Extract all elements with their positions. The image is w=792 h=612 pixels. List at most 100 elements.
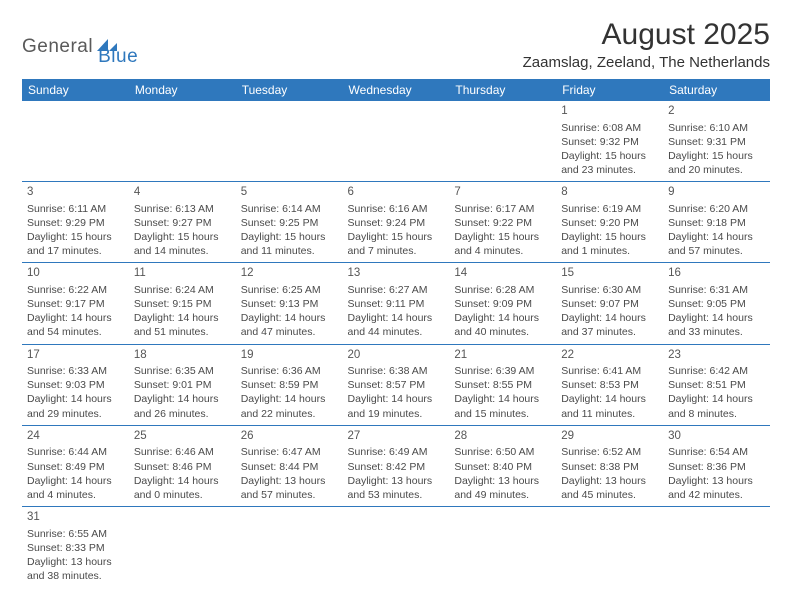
calendar-cell: 9Sunrise: 6:20 AMSunset: 9:18 PMDaylight… xyxy=(663,182,770,263)
sunset-line: Sunset: 9:24 PM xyxy=(348,216,445,230)
day-header: Tuesday xyxy=(236,79,343,101)
sunset-line: Sunset: 8:59 PM xyxy=(241,378,338,392)
day-number: 23 xyxy=(668,348,765,364)
sunset-line: Sunset: 9:25 PM xyxy=(241,216,338,230)
month-title: August 2025 xyxy=(523,18,770,52)
calendar-cell: 16Sunrise: 6:31 AMSunset: 9:05 PMDayligh… xyxy=(663,263,770,344)
daylight-line: Daylight: 15 hours and 11 minutes. xyxy=(241,230,338,258)
day-number: 25 xyxy=(134,429,231,445)
sunset-line: Sunset: 9:27 PM xyxy=(134,216,231,230)
calendar-cell: 24Sunrise: 6:44 AMSunset: 8:49 PMDayligh… xyxy=(22,425,129,506)
calendar-cell xyxy=(236,101,343,182)
sunset-line: Sunset: 8:53 PM xyxy=(561,378,658,392)
sunset-line: Sunset: 9:01 PM xyxy=(134,378,231,392)
day-number: 9 xyxy=(668,185,765,201)
sunrise-line: Sunrise: 6:39 AM xyxy=(454,364,551,378)
sunset-line: Sunset: 8:55 PM xyxy=(454,378,551,392)
day-number: 2 xyxy=(668,104,765,120)
sunset-line: Sunset: 9:05 PM xyxy=(668,297,765,311)
calendar-cell: 30Sunrise: 6:54 AMSunset: 8:36 PMDayligh… xyxy=(663,425,770,506)
calendar-cell: 12Sunrise: 6:25 AMSunset: 9:13 PMDayligh… xyxy=(236,263,343,344)
calendar-cell: 7Sunrise: 6:17 AMSunset: 9:22 PMDaylight… xyxy=(449,182,556,263)
calendar-table: SundayMondayTuesdayWednesdayThursdayFrid… xyxy=(22,79,770,587)
calendar-cell: 21Sunrise: 6:39 AMSunset: 8:55 PMDayligh… xyxy=(449,344,556,425)
daylight-line: Daylight: 13 hours and 42 minutes. xyxy=(668,474,765,502)
daylight-line: Daylight: 15 hours and 7 minutes. xyxy=(348,230,445,258)
calendar-cell: 28Sunrise: 6:50 AMSunset: 8:40 PMDayligh… xyxy=(449,425,556,506)
sunset-line: Sunset: 8:51 PM xyxy=(668,378,765,392)
calendar-cell: 2Sunrise: 6:10 AMSunset: 9:31 PMDaylight… xyxy=(663,101,770,182)
daylight-line: Daylight: 14 hours and 26 minutes. xyxy=(134,392,231,420)
day-number: 11 xyxy=(134,266,231,282)
daylight-line: Daylight: 14 hours and 51 minutes. xyxy=(134,311,231,339)
day-number: 7 xyxy=(454,185,551,201)
daylight-line: Daylight: 15 hours and 17 minutes. xyxy=(27,230,124,258)
sunrise-line: Sunrise: 6:35 AM xyxy=(134,364,231,378)
sunrise-line: Sunrise: 6:42 AM xyxy=(668,364,765,378)
title-block: August 2025 Zaamslag, Zeeland, The Nethe… xyxy=(523,18,770,71)
calendar-cell: 1Sunrise: 6:08 AMSunset: 9:32 PMDaylight… xyxy=(556,101,663,182)
day-number: 12 xyxy=(241,266,338,282)
calendar-cell: 5Sunrise: 6:14 AMSunset: 9:25 PMDaylight… xyxy=(236,182,343,263)
sunrise-line: Sunrise: 6:14 AM xyxy=(241,202,338,216)
day-header: Friday xyxy=(556,79,663,101)
calendar-cell: 19Sunrise: 6:36 AMSunset: 8:59 PMDayligh… xyxy=(236,344,343,425)
calendar-week: 31Sunrise: 6:55 AMSunset: 8:33 PMDayligh… xyxy=(22,507,770,588)
sunrise-line: Sunrise: 6:38 AM xyxy=(348,364,445,378)
day-number: 8 xyxy=(561,185,658,201)
calendar-cell: 6Sunrise: 6:16 AMSunset: 9:24 PMDaylight… xyxy=(343,182,450,263)
daylight-line: Daylight: 14 hours and 40 minutes. xyxy=(454,311,551,339)
sunrise-line: Sunrise: 6:20 AM xyxy=(668,202,765,216)
day-number: 21 xyxy=(454,348,551,364)
sunrise-line: Sunrise: 6:08 AM xyxy=(561,121,658,135)
day-number: 20 xyxy=(348,348,445,364)
daylight-line: Daylight: 14 hours and 4 minutes. xyxy=(27,474,124,502)
sunset-line: Sunset: 9:17 PM xyxy=(27,297,124,311)
calendar-cell: 8Sunrise: 6:19 AMSunset: 9:20 PMDaylight… xyxy=(556,182,663,263)
calendar-week: 24Sunrise: 6:44 AMSunset: 8:49 PMDayligh… xyxy=(22,425,770,506)
day-number: 1 xyxy=(561,104,658,120)
calendar-cell xyxy=(22,101,129,182)
day-number: 30 xyxy=(668,429,765,445)
day-number: 31 xyxy=(27,510,124,526)
daylight-line: Daylight: 14 hours and 57 minutes. xyxy=(668,230,765,258)
sunset-line: Sunset: 9:09 PM xyxy=(454,297,551,311)
day-number: 18 xyxy=(134,348,231,364)
location: Zaamslag, Zeeland, The Netherlands xyxy=(523,54,770,71)
sunset-line: Sunset: 8:33 PM xyxy=(27,541,124,555)
logo-text-general: General xyxy=(22,36,93,58)
sunrise-line: Sunrise: 6:17 AM xyxy=(454,202,551,216)
day-number: 10 xyxy=(27,266,124,282)
sunset-line: Sunset: 9:32 PM xyxy=(561,135,658,149)
sunrise-line: Sunrise: 6:46 AM xyxy=(134,445,231,459)
day-number: 3 xyxy=(27,185,124,201)
calendar-cell: 3Sunrise: 6:11 AMSunset: 9:29 PMDaylight… xyxy=(22,182,129,263)
sunset-line: Sunset: 9:13 PM xyxy=(241,297,338,311)
sunrise-line: Sunrise: 6:10 AM xyxy=(668,121,765,135)
calendar-cell: 4Sunrise: 6:13 AMSunset: 9:27 PMDaylight… xyxy=(129,182,236,263)
calendar-cell xyxy=(343,101,450,182)
sunrise-line: Sunrise: 6:30 AM xyxy=(561,283,658,297)
sunset-line: Sunset: 9:22 PM xyxy=(454,216,551,230)
calendar-cell xyxy=(449,507,556,588)
calendar-cell: 29Sunrise: 6:52 AMSunset: 8:38 PMDayligh… xyxy=(556,425,663,506)
sunrise-line: Sunrise: 6:33 AM xyxy=(27,364,124,378)
sunrise-line: Sunrise: 6:55 AM xyxy=(27,527,124,541)
sunrise-line: Sunrise: 6:11 AM xyxy=(27,202,124,216)
calendar-cell xyxy=(236,507,343,588)
calendar-cell: 10Sunrise: 6:22 AMSunset: 9:17 PMDayligh… xyxy=(22,263,129,344)
sunset-line: Sunset: 8:42 PM xyxy=(348,460,445,474)
sunrise-line: Sunrise: 6:41 AM xyxy=(561,364,658,378)
sunset-line: Sunset: 9:15 PM xyxy=(134,297,231,311)
daylight-line: Daylight: 14 hours and 37 minutes. xyxy=(561,311,658,339)
day-number: 16 xyxy=(668,266,765,282)
sunset-line: Sunset: 8:38 PM xyxy=(561,460,658,474)
daylight-line: Daylight: 13 hours and 38 minutes. xyxy=(27,555,124,583)
calendar-cell xyxy=(129,507,236,588)
calendar-week: 17Sunrise: 6:33 AMSunset: 9:03 PMDayligh… xyxy=(22,344,770,425)
sunrise-line: Sunrise: 6:19 AM xyxy=(561,202,658,216)
day-number: 28 xyxy=(454,429,551,445)
daylight-line: Daylight: 14 hours and 0 minutes. xyxy=(134,474,231,502)
calendar-week: 10Sunrise: 6:22 AMSunset: 9:17 PMDayligh… xyxy=(22,263,770,344)
daylight-line: Daylight: 13 hours and 49 minutes. xyxy=(454,474,551,502)
